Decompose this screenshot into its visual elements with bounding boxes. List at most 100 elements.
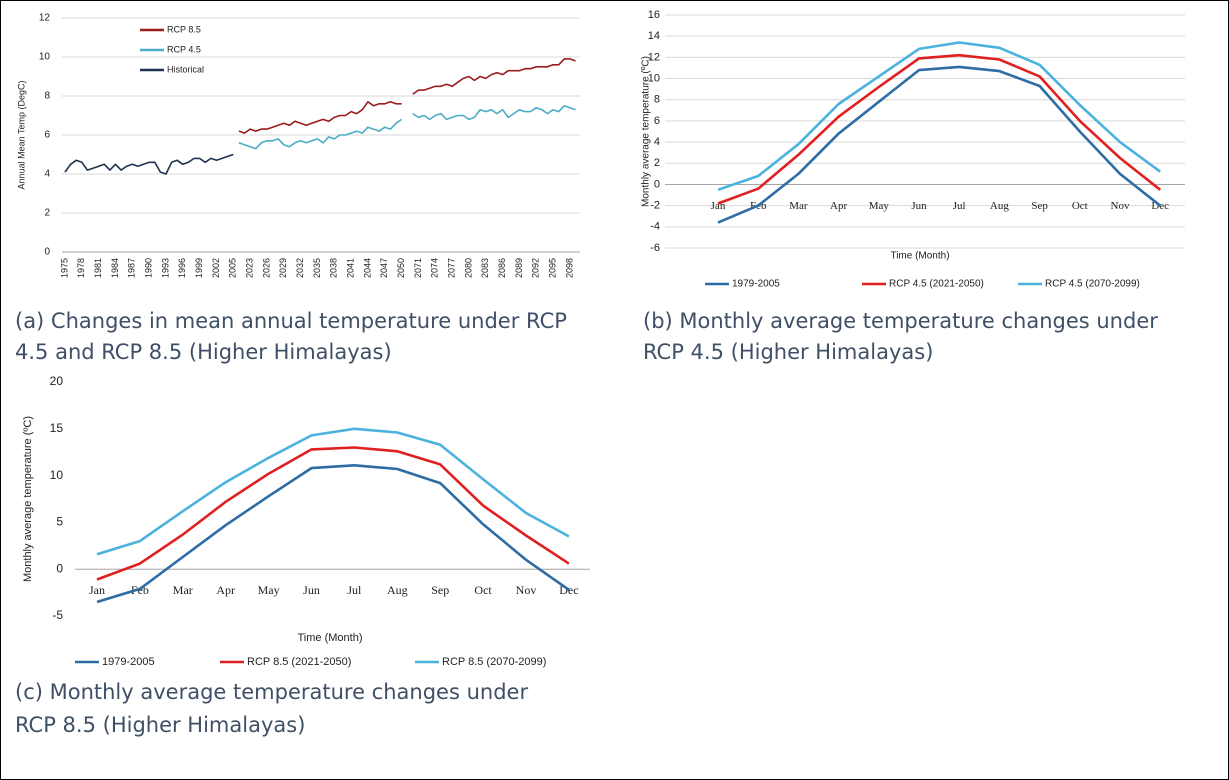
x-tick-label: 2095 [547,258,557,278]
x-tick-label: Jul [953,200,966,212]
x-tick-label: 2074 [430,258,440,278]
y-tick-label: 12 [648,51,660,63]
series-line [238,58,576,134]
y-tick-label: -6 [650,242,660,254]
caption: (b) Monthly average temperature changes … [643,309,1158,333]
x-tick-label: 1984 [110,258,120,278]
legend-label: RCP 8.5 (2021-2050) [247,656,351,668]
x-tick-label: 2032 [295,258,305,278]
x-tick-label: Apr [830,200,847,212]
x-tick-label: 1978 [76,258,86,278]
y-tick-label: -5 [52,608,63,622]
legend-label: RCP 8.5 (2070-2099) [442,656,546,668]
y-tick-label: 0 [56,561,63,575]
legend-label: Historical [167,64,204,74]
x-tick-label: May [258,583,280,597]
x-tick-label: 2077 [446,258,456,278]
series-line [717,65,1162,224]
x-tick-label: 1981 [93,258,103,278]
y-tick-label: 10 [648,72,660,84]
x-axis-label: Time (Month) [298,632,363,644]
y-tick-label: 0 [654,178,660,190]
x-tick-label: 2035 [312,258,322,278]
x-tick-label: 2044 [362,258,372,278]
caption: (a) Changes in mean annual temperature u… [15,309,567,333]
x-tick-label: 2023 [245,258,255,278]
y-tick-label: 0 [44,247,50,258]
x-tick-label: 2083 [480,258,490,278]
y-axis-label: Monthly average temperature (ºC) [641,56,652,207]
legend-label: RCP 4.5 (2021-2050) [889,279,984,290]
legend-label: RCP 4.5 (2070-2099) [1045,279,1140,290]
x-tick-label: 2047 [379,258,389,278]
x-tick-label: 2005 [228,258,238,278]
x-tick-label: 2086 [497,258,507,278]
x-tick-label: 2041 [345,258,355,278]
series-line [96,464,570,604]
x-tick-label: Mar [789,200,808,212]
x-tick-label: 2029 [278,258,288,278]
y-tick-label: 16 [648,9,660,21]
series-line [717,53,1162,205]
x-tick-label: 2002 [211,258,221,278]
y-tick-label: -2 [650,200,660,212]
x-tick-label: Jun [303,583,320,597]
x-tick-label: Nov [1111,200,1130,212]
x-tick-label: Jun [911,200,927,212]
x-tick-label: Oct [474,583,492,597]
y-tick-label: -4 [650,221,660,233]
x-tick-label: 2092 [531,258,541,278]
x-tick-label: 1990 [144,258,154,278]
x-tick-label: Aug [387,583,408,597]
caption: 4.5 and RCP 8.5 (Higher Himalayas) [15,340,392,364]
x-tick-label: Sep [1031,200,1048,212]
series-line [96,446,570,581]
series-line [96,427,570,556]
y-tick-label: 14 [648,30,660,42]
x-tick-label: 2038 [329,258,339,278]
x-tick-label: May [869,200,890,212]
x-tick-label: Jul [347,583,362,597]
y-axis-label: Annual Mean Temp (DegC) [16,81,26,190]
legend-label: 1979-2005 [102,656,155,668]
x-tick-label: 2089 [514,258,524,278]
y-tick-label: 2 [44,208,50,219]
y-tick-label: 6 [654,115,660,127]
x-tick-label: 1975 [59,258,69,278]
series-line [64,153,234,175]
series-line [238,105,576,150]
x-axis-label: Time (Month) [890,251,949,262]
x-tick-label: Oct [1072,200,1088,212]
legend-label: RCP 8.5 [167,24,201,34]
x-tick-label: 2071 [413,258,423,278]
y-axis-label: Monthly average temperature (ºC) [22,416,34,582]
x-tick-label: Sep [431,583,449,597]
y-tick-label: 2 [654,157,660,169]
x-tick-label: 1993 [160,258,170,278]
y-tick-label: 10 [50,468,64,482]
x-tick-label: 2026 [261,258,271,278]
y-tick-label: 4 [654,136,660,148]
y-tick-label: 5 [56,515,63,529]
y-tick-label: 4 [44,169,50,180]
caption: RCP 4.5 (Higher Himalayas) [643,340,933,364]
legend-label: RCP 4.5 [167,44,201,54]
y-tick-label: 8 [654,94,660,106]
y-tick-label: 8 [44,91,50,102]
x-tick-label: 2050 [396,258,406,278]
y-tick-label: 12 [39,13,51,24]
x-tick-label: 1999 [194,258,204,278]
x-tick-label: Nov [516,583,537,597]
y-tick-label: 15 [50,421,64,435]
y-tick-label: 6 [44,130,50,141]
legend-label: 1979-2005 [732,279,780,290]
x-tick-label: Aug [990,200,1009,212]
x-tick-label: 1987 [127,258,137,278]
caption: (c) Monthly average temperature changes … [15,680,528,704]
caption: RCP 8.5 (Higher Himalayas) [15,713,305,737]
y-tick-label: 10 [39,52,51,63]
x-tick-label: 2080 [463,258,473,278]
x-tick-label: 2098 [564,258,574,278]
